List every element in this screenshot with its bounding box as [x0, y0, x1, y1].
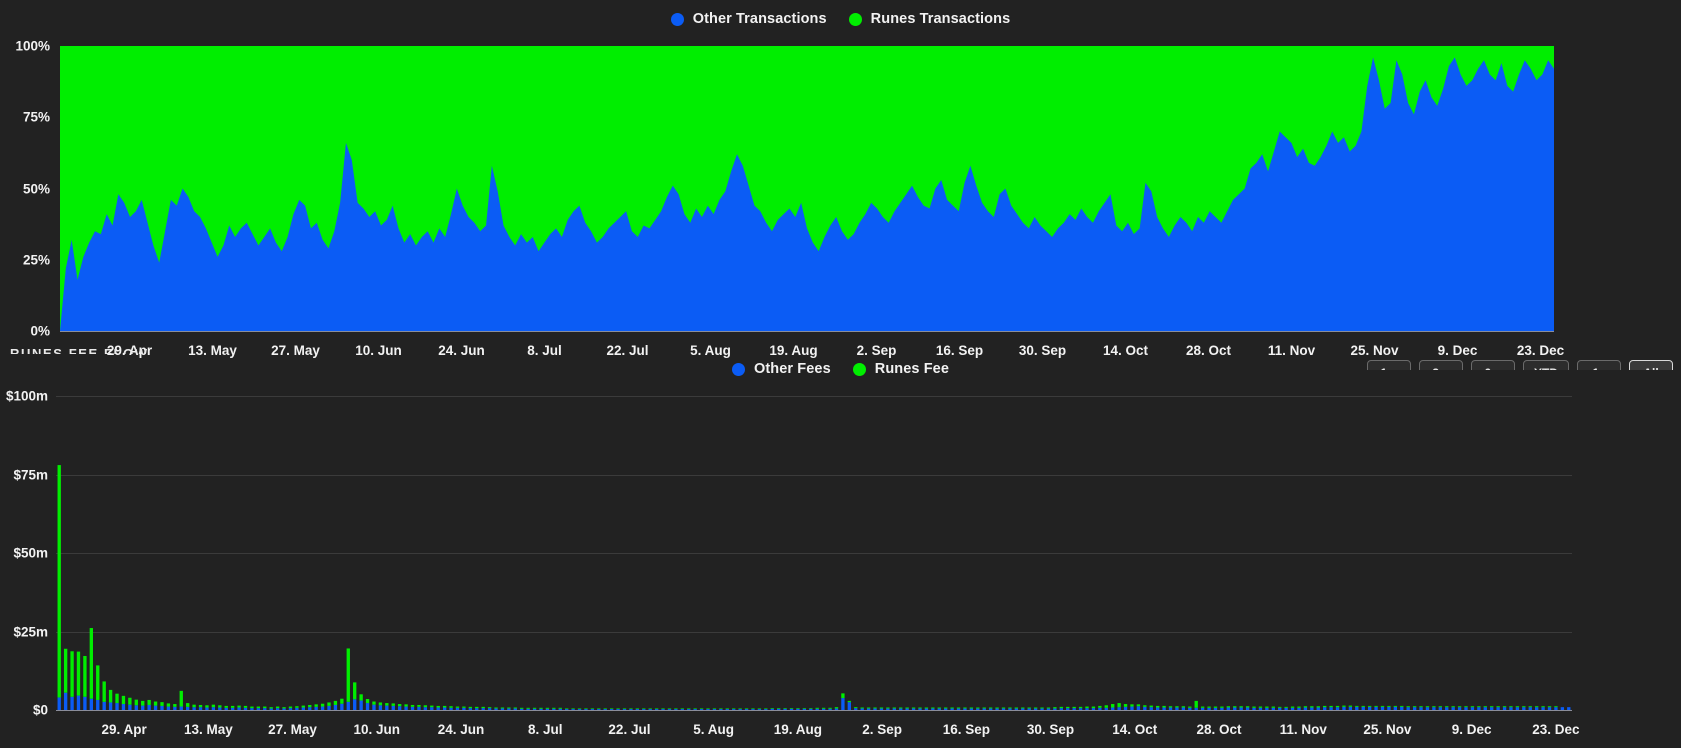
chart2-xtick-9: 2. Sep	[862, 722, 902, 737]
legend-fees-label-1: Runes Fee	[874, 361, 949, 377]
chart2-ytick-0: $100m	[5, 388, 48, 404]
chart2-xtick-16: 9. Dec	[1451, 722, 1492, 737]
time-range-selector[interactable]: 1m 3m 6m YTD 1y All	[1367, 360, 1673, 370]
chart2-xtick-1: 13. May	[183, 722, 233, 737]
legend-dot-blue	[732, 362, 745, 376]
range-button-3m[interactable]: 3m	[1419, 360, 1463, 370]
legend-transactions-label-0: Other Transactions	[692, 11, 827, 27]
legend-transactions-item-0[interactable]: Other Transactions	[670, 11, 827, 27]
chart2-ytick-2: $50m	[13, 545, 48, 561]
chart2-gridline-3	[56, 631, 1572, 633]
legend-fees-item-1[interactable]: Runes Fee	[852, 361, 949, 377]
chart1-ytick-2: 50%	[22, 181, 50, 196]
chart1-xtick-2: 27. May	[271, 343, 320, 358]
legend-fees-label-0: Other Fees	[754, 361, 831, 377]
legend-dot-blue	[670, 12, 684, 26]
chart1-xtick-1: 13. May	[188, 343, 237, 358]
chart2-xtick-8: 19. Aug	[773, 722, 823, 737]
chart2-xtick-10: 16. Sep	[942, 722, 990, 737]
chart1-ytick-0: 100%	[15, 38, 50, 54]
chart1-xtick-15: 25. Nov	[1350, 343, 1399, 358]
chart2-legend: Other Fees Runes Fee	[0, 358, 1681, 380]
chart1-xtick-17: 23. Dec	[1516, 343, 1565, 358]
legend-fees-item-0[interactable]: Other Fees	[732, 361, 831, 377]
chart2-xtick-0: 29. Apr	[101, 722, 147, 737]
range-button-all[interactable]: All	[1629, 360, 1673, 370]
chart2-xtick-11: 30. Sep	[1026, 722, 1075, 737]
chart2-xtick-6: 22. Jul	[608, 722, 651, 737]
chart2-gridline-2	[56, 553, 1572, 554]
chart1-xtick-4: 24. Jun	[438, 343, 485, 358]
legend-dot-green	[852, 362, 866, 376]
chart1-xtick-7: 5. Aug	[690, 343, 731, 358]
chart1-plot-area[interactable]	[60, 46, 1554, 331]
chart2-xtick-14: 11. Nov	[1279, 722, 1327, 737]
chart2-ytick-3: $25m	[13, 624, 48, 639]
chart2-xtick-3: 10. Jun	[353, 722, 401, 737]
range-button-ytd[interactable]: YTD	[1523, 360, 1569, 370]
legend-transactions-label-1: Runes Transactions	[870, 11, 1011, 27]
legend-dot-green	[848, 12, 862, 26]
chart2-gridline-1	[56, 474, 1572, 476]
chart2-gridline-0	[56, 396, 1572, 397]
chart2-xtick-12: 14. Oct	[1112, 722, 1158, 737]
chart1-axis-line	[60, 331, 1554, 332]
chart2-xtick-4: 24. Jun	[437, 722, 485, 737]
chart2-xtick-13: 28. Oct	[1196, 722, 1242, 737]
runes-transactions-share-chart[interactable]: 100% 75% 50% 25% 0% 29. Apr 13. May 27. May 10.…	[0, 36, 1681, 359]
range-button-1m[interactable]: 1m	[1367, 360, 1411, 370]
chart1-ytick-1: 75%	[22, 109, 50, 125]
chart1-xtick-6: 22. Jul	[606, 343, 649, 358]
chart1-xtick-8: 19. Aug	[769, 343, 818, 358]
chart2-xtick-7: 5. Aug	[693, 722, 735, 737]
chart2-xtick-17: 23. Dec	[1532, 722, 1580, 737]
chart1-legend: Other Transactions Runes Transactions	[0, 8, 1681, 30]
chart2-axis-line	[56, 710, 1572, 711]
chart1-xtick-3: 10. Jun	[355, 343, 402, 358]
chart1-ytick-3: 25%	[22, 252, 50, 268]
chart1-xtick-16: 9. Dec	[1437, 343, 1478, 358]
chart2-xtick-2: 27. May	[268, 722, 317, 737]
chart2-ytick-4: $0	[32, 702, 48, 718]
chart1-ytick-4: 0%	[30, 323, 50, 339]
chart2-plot-area[interactable]	[56, 396, 1572, 710]
chart1-xtick-5: 8. Jul	[527, 343, 562, 358]
chart1-xtick-11: 30. Sep	[1018, 343, 1067, 358]
chart1-xtick-9: 2. Sep	[856, 343, 897, 358]
chart1-xtick-14: 11. Nov	[1267, 343, 1316, 358]
range-button-1y[interactable]: 1y	[1577, 360, 1621, 370]
chart1-xtick-10: 16. Sep	[935, 343, 984, 358]
chart1-xtick-0: 29. Apr	[106, 343, 153, 358]
chart1-xtick-13: 28. Oct	[1185, 343, 1232, 358]
chart2-xtick-15: 25. Nov	[1363, 722, 1412, 737]
section-caption: RUNES FEE FLOW	[10, 346, 149, 354]
chart1-xtick-12: 14. Oct	[1102, 343, 1149, 358]
legend-transactions-item-1[interactable]: Runes Transactions	[848, 11, 1011, 27]
chart1-area-series	[60, 46, 1554, 331]
chart2-xtick-5: 8. Jul	[527, 722, 563, 737]
chart2-ytick-1: $75m	[13, 467, 48, 482]
range-button-6m[interactable]: 6m	[1471, 360, 1515, 370]
runes-fees-usd-chart[interactable]: $100m $75m $50m $25m $0 29. Apr 13. May 27. Ma…	[0, 386, 1681, 748]
chart2-bar-series	[57, 465, 1571, 710]
